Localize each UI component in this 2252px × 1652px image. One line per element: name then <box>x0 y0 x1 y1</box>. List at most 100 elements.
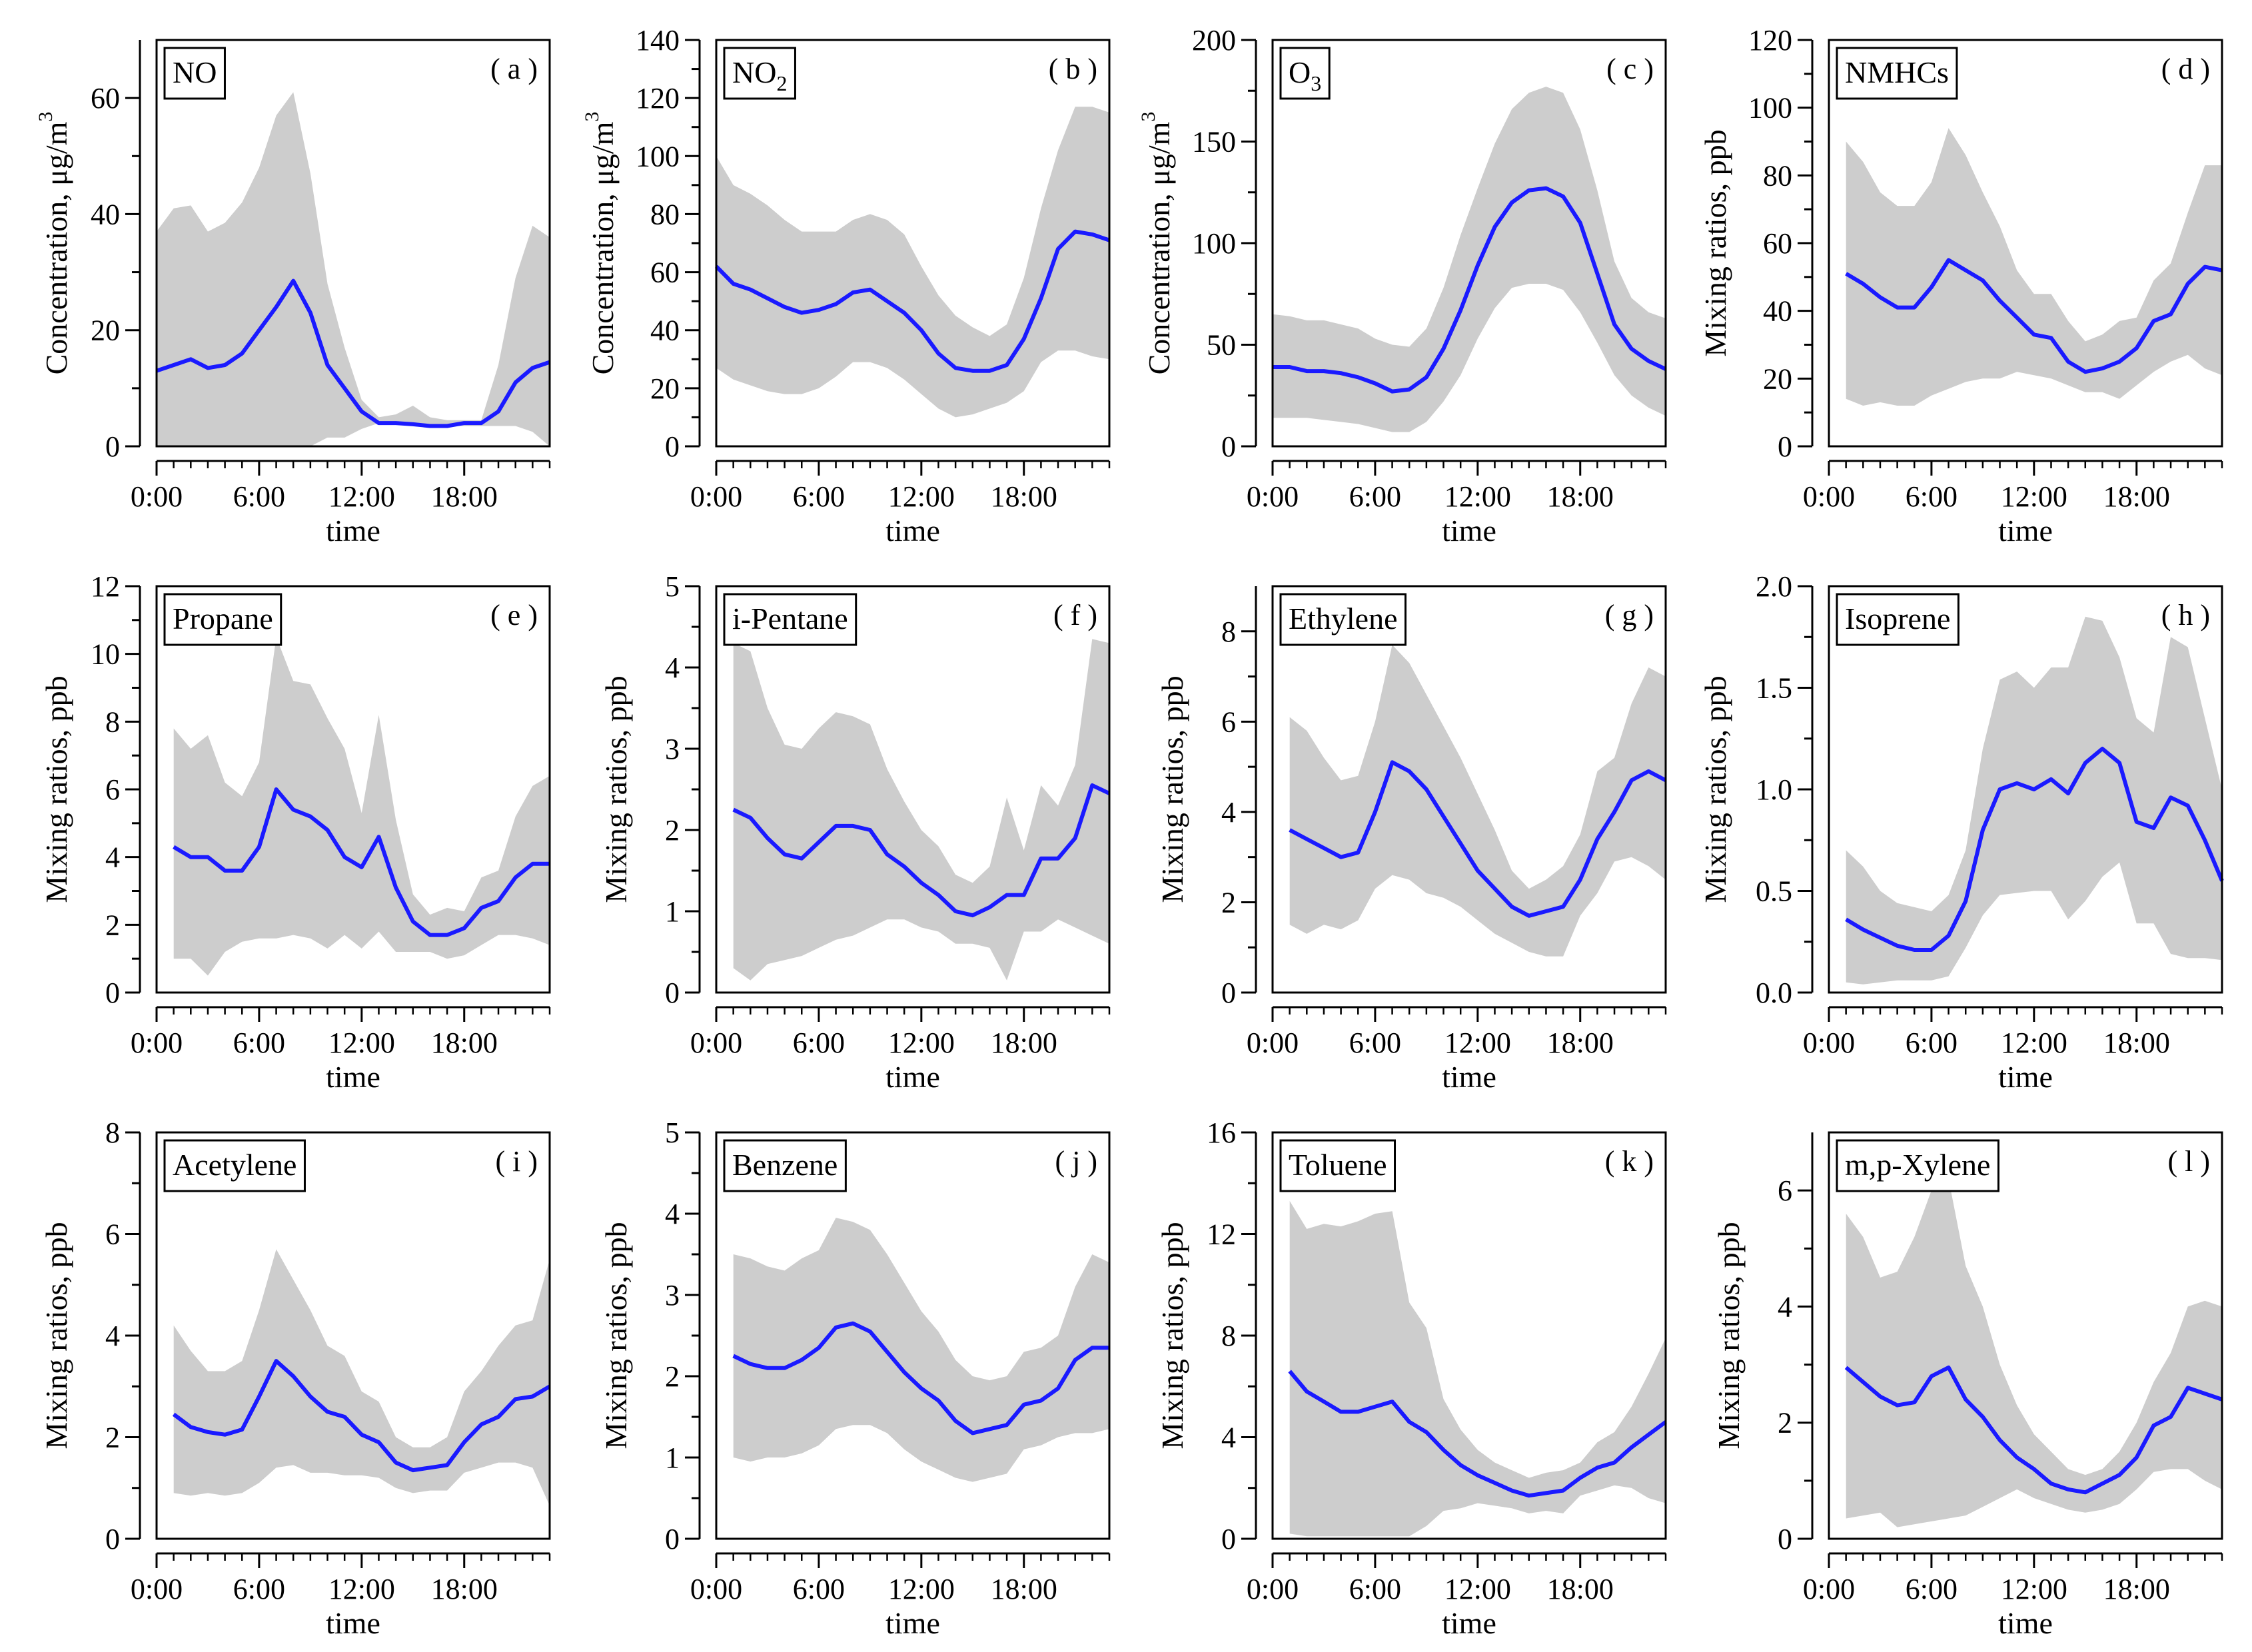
species-name: Benzene <box>732 1148 838 1182</box>
y-tick-label: 1.0 <box>1756 773 1792 806</box>
mean-line <box>172 1359 551 1473</box>
y-axis-label-text: Mixing ratios, ppb <box>1712 1222 1746 1449</box>
x-tick-label: 6:00 <box>1349 1573 1401 1605</box>
plot-frame <box>155 1131 551 1540</box>
y-axis-label: Mixing ratios, ppb <box>1698 675 1732 903</box>
plot-frame <box>1271 1131 1667 1540</box>
y-tick-label: 200 <box>1192 24 1236 57</box>
panel-h: 0.0 0.5 1.0 1.5 2.0 0:00 6:00 12:00 18:00 time Mix… <box>1698 570 2224 1094</box>
y-tick-label: 150 <box>1192 126 1236 159</box>
x-tick-label: 18:00 <box>1547 1027 1614 1059</box>
species-name: Acetylene <box>173 1148 296 1182</box>
y-tick-label: 4 <box>105 1320 120 1352</box>
panel-label: ( e ) <box>490 599 538 631</box>
y-tick-label: 0 <box>1778 430 1792 463</box>
species-box <box>163 47 226 100</box>
species-subscript: 2 <box>776 71 787 95</box>
x-tick-label: 18:00 <box>1547 1573 1614 1605</box>
y-tick-label: 100 <box>1748 92 1792 125</box>
y-tick-label: 20 <box>650 372 680 405</box>
plot-frame <box>715 1131 1111 1540</box>
y-tick-label: 12 <box>1207 1218 1236 1251</box>
y-tick-label: 40 <box>650 314 680 347</box>
x-axis-label: time <box>1998 514 2053 548</box>
y-tick-label: 2.0 <box>1756 570 1792 603</box>
y-tick-label: 0 <box>105 430 120 463</box>
y-tick-label: 60 <box>650 256 680 289</box>
range-band <box>716 107 1109 418</box>
x-axis-label: time <box>1442 1060 1496 1094</box>
y-tick-label: 2 <box>665 814 680 847</box>
panel-label: ( j ) <box>1055 1145 1097 1178</box>
species-box <box>163 1139 306 1192</box>
y-tick-label: 6 <box>105 1218 120 1251</box>
y-tick-label: 0 <box>665 1523 680 1555</box>
x-tick-label: 6:00 <box>1906 480 1958 513</box>
species-box <box>1279 593 1407 646</box>
y-axis-label-text: Concentration, μg/m <box>39 121 73 374</box>
panel-label: ( a ) <box>490 53 538 85</box>
y-axis-label: Mixing ratios, ppb <box>1698 129 1732 356</box>
y-tick-label: 0 <box>1778 1523 1792 1555</box>
x-tick-label: 18:00 <box>2103 1573 2170 1605</box>
x-tick-label: 6:00 <box>1349 480 1401 513</box>
species-box <box>1836 593 1960 646</box>
y-axis-label: Mixing ratios, ppb <box>1155 1222 1189 1449</box>
panel-label: ( k ) <box>1605 1145 1654 1178</box>
mean-line <box>1273 186 1667 394</box>
panel-f: 0 1 2 3 4 5 0:00 6:00 12:00 18:00 time Mixing ratio… <box>599 570 1111 1094</box>
x-tick-label: 12:00 <box>328 480 395 513</box>
y-tick-label: 120 <box>636 82 680 115</box>
x-axis-label: time <box>1998 1606 2053 1640</box>
y-tick-label: 0 <box>105 1523 120 1555</box>
y-axis-label-superscript: 3 <box>35 112 57 122</box>
y-tick-label: 0.0 <box>1756 977 1792 1009</box>
y-tick-label: 80 <box>650 198 680 230</box>
species-label: O3 <box>1289 55 1321 95</box>
y-tick-label: 0 <box>665 430 680 463</box>
y-axis-label-text: Mixing ratios, ppb <box>599 675 633 903</box>
y-tick-label: 16 <box>1207 1116 1236 1149</box>
x-tick-label: 18:00 <box>431 480 498 513</box>
y-tick-label: 60 <box>1763 227 1792 260</box>
x-tick-label: 18:00 <box>431 1573 498 1605</box>
panel-label: ( b ) <box>1049 53 1097 85</box>
species-name: NO <box>173 55 217 89</box>
y-axis-label-text: Mixing ratios, ppb <box>39 1222 73 1449</box>
plot-frame <box>1271 585 1667 994</box>
species-box <box>1836 1139 1999 1192</box>
x-tick-label: 12:00 <box>2001 1573 2067 1605</box>
panel-j: 0 1 2 3 4 5 0:00 6:00 12:00 18:00 time Mixing ratio… <box>599 1116 1111 1640</box>
mean-line <box>1845 258 2223 374</box>
y-tick-label: 2 <box>105 1422 120 1454</box>
species-label: Propane <box>173 602 273 635</box>
panel-label: ( l ) <box>2167 1145 2210 1178</box>
x-tick-label: 6:00 <box>233 1027 285 1059</box>
panel-k: 0 4 8 12 16 0:00 6:00 12:00 18:00 time Mixing rati… <box>1155 1116 1667 1640</box>
x-tick-label: 0:00 <box>131 1027 183 1059</box>
y-tick-label: 6 <box>1778 1174 1792 1207</box>
x-axis-label: time <box>326 1060 380 1094</box>
range-band <box>173 637 550 976</box>
y-axis-label-text: Concentration, μg/m <box>586 121 620 374</box>
species-label: NO2 <box>732 55 787 95</box>
y-tick-label: 40 <box>1763 295 1792 328</box>
y-axis-label-text: Mixing ratios, ppb <box>1155 675 1189 903</box>
y-tick-label: 0 <box>1221 1523 1236 1555</box>
x-axis-label: time <box>1998 1060 2053 1094</box>
species-label: Acetylene <box>173 1148 296 1182</box>
panel-label: ( f ) <box>1053 599 1097 631</box>
y-tick-label: 80 <box>1763 159 1792 192</box>
species-name: O <box>1289 55 1311 89</box>
mean-line <box>714 229 1110 373</box>
x-tick-label: 6:00 <box>233 480 285 513</box>
species-name: Propane <box>173 602 273 635</box>
x-tick-label: 6:00 <box>793 1027 845 1059</box>
species-label: i-Pentane <box>732 602 848 635</box>
x-tick-label: 0:00 <box>1247 480 1299 513</box>
mean-line <box>1845 747 2224 952</box>
x-axis-label: time <box>326 514 380 548</box>
y-tick-label: 6 <box>105 773 120 806</box>
x-tick-label: 12:00 <box>2001 1027 2067 1059</box>
